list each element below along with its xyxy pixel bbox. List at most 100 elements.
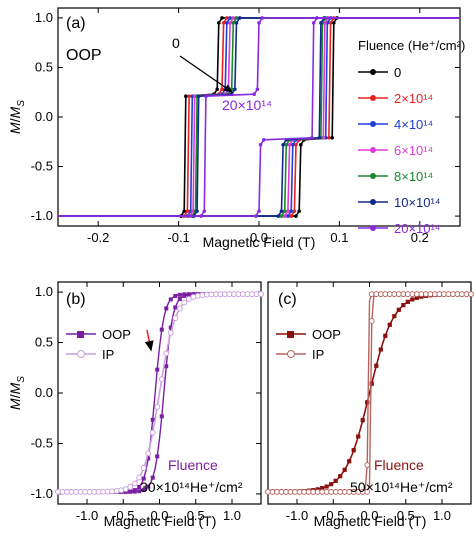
panel-c-oop-point: [347, 459, 352, 464]
panel-b-oop-point: [164, 364, 169, 369]
panel-b-oop-point: [168, 297, 173, 302]
panel-b-oop-point: [132, 489, 137, 494]
legend-title: Fluence (He⁺/cm²): [358, 38, 465, 53]
legend-marker-0: [370, 69, 376, 75]
loop-5-point: [233, 87, 237, 92]
panel-c-oop-point: [378, 347, 383, 352]
panel-c-ticks: -1.0 -0.5 0.0 0.5 1.0: [286, 282, 451, 523]
panel-b-ip-point: [199, 292, 206, 298]
loop-1-point: [187, 94, 191, 98]
panel-b-ytick-label: -1.0: [31, 486, 53, 501]
panel-c-oop-point: [333, 478, 338, 483]
panel-c-ip-point: [364, 489, 371, 495]
loop-6-point: [260, 16, 265, 20]
panel-b-oop-point: [137, 489, 142, 494]
ylabel-slash: /: [7, 118, 23, 122]
panel-b-ip-point: [163, 350, 170, 357]
panel-a-ytick-label: 0.0: [35, 109, 53, 124]
loop-0-point: [220, 16, 224, 20]
panel-b-ip-point: [176, 305, 183, 312]
legend-marker-3: [370, 147, 376, 153]
loop-1-point: [289, 214, 293, 218]
legend-marker-1: [370, 95, 376, 101]
loop-5-point: [317, 136, 322, 140]
panel-b-ip-point: [158, 376, 165, 382]
panel-b-ip-point: [131, 480, 138, 487]
panel-c-oop-point: [414, 295, 419, 300]
loop-6-point: [258, 142, 263, 147]
legend-marker-6: [370, 225, 376, 231]
loop-0-point: [184, 94, 188, 98]
loop-3-point: [286, 209, 290, 213]
loop-2-point: [225, 21, 229, 25]
panel-b-oop-point: [128, 489, 133, 494]
panel-a-label: (a): [66, 15, 86, 32]
panel-c-oop-point: [374, 363, 379, 368]
panel-b-legend: OOP IP: [66, 327, 131, 362]
panel-b-oop-point: [146, 456, 151, 461]
panel-b-xtick-label: 0.5: [187, 508, 205, 523]
panel-b-ip-branch: [58, 293, 261, 493]
legend-label-3: 6×10¹⁴: [394, 143, 433, 158]
panel-a-ytick-label: -0.5: [31, 159, 53, 174]
loop-1-point: [220, 87, 224, 92]
ylabel-b-m2: M: [7, 382, 23, 394]
loop-6-point: [252, 92, 256, 97]
arrow-end-label: 20×10¹⁴: [222, 97, 272, 113]
loop-1-point: [294, 142, 298, 147]
panel-c-oop-point: [369, 381, 374, 386]
panel-c-oop-point: [320, 486, 325, 491]
legend-marker-4: [370, 173, 376, 179]
panel-b-oop-point: [186, 292, 191, 297]
panel-c-legend-label-0: OOP: [312, 327, 341, 342]
panel-a-xtick-label: -0.1: [167, 230, 189, 245]
loop-1-point: [327, 136, 331, 140]
panel-c-ip-point: [364, 462, 371, 468]
panel-b-fluence-value: 30×10¹⁴He⁺/cm²: [140, 479, 243, 495]
loop-4-point: [279, 214, 284, 218]
panel-c-legend-marker-1: [287, 350, 295, 358]
panel-c-oop-point: [324, 484, 329, 489]
panel-b-oop-point: [173, 305, 178, 310]
loop-6-point: [255, 87, 260, 92]
panel-c-xtick-label: -0.5: [322, 508, 344, 523]
panel-c-label: (c): [278, 291, 297, 308]
panel-b-ip-point: [118, 487, 125, 494]
panel-a-xtick-label: 0.0: [250, 230, 268, 245]
legend-label-6: 20×10¹⁴: [394, 221, 440, 236]
panel-b-ytick-label: 1.0: [35, 284, 53, 299]
panel-b-xtick-label: 0.0: [150, 508, 168, 523]
panel-a-legend: Fluence (He⁺/cm²) 0 2×10¹⁴ 4×10¹⁴ 6×10¹⁴ 8×1…: [358, 38, 465, 236]
panel-b-ip-point: [149, 429, 156, 436]
loop-4-point: [282, 209, 287, 213]
panel-b-fluence-label: Fluence: [168, 457, 218, 473]
loop-5-point: [234, 21, 239, 25]
panel-b-ticks: -1.0 -0.5 0.0 0.5 1.0 -1.0 -0.5 0.0 0.5 1.0: [31, 282, 261, 523]
panel-a-xtick-label: 0.2: [411, 230, 429, 245]
loop-1-point: [185, 209, 190, 213]
panel-b-ip-point: [258, 291, 264, 297]
panel-a-xlabel: Magnetic Field (T): [203, 234, 316, 250]
loop-3-point: [282, 214, 287, 218]
panel-b-oop-point: [137, 484, 142, 489]
loop-5-point: [281, 142, 285, 147]
loop-6-point: [310, 136, 314, 140]
panel-c-oop-point: [329, 482, 334, 487]
panel-c-legend-marker-0: [287, 331, 294, 338]
panel-b-xtick-label: -1.0: [76, 508, 98, 523]
panel-c-oop-point: [387, 322, 392, 327]
ylabel-b-slash: /: [7, 394, 23, 398]
loop-0-point: [217, 21, 221, 25]
panel-b-oop-point: [177, 292, 182, 297]
panel-b-oop-point: [173, 294, 178, 299]
panel-c-legend-label-1: IP: [312, 347, 324, 362]
loop-4-point: [231, 21, 236, 25]
loop-5-point: [237, 16, 242, 20]
loop-5-point: [195, 209, 199, 213]
panel-b-xtick-label: 1.0: [223, 508, 241, 523]
loop-5-point: [196, 94, 201, 98]
panel-a-xtick-label: 0.1: [330, 230, 348, 245]
panel-c-legend: OOP IP: [276, 327, 341, 362]
ylabel-m: M: [7, 122, 23, 134]
